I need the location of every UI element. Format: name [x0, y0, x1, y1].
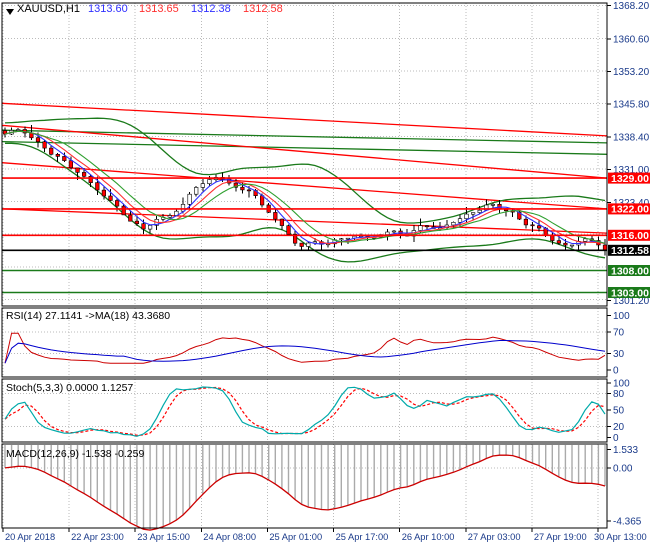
svg-text:Stoch(5,3,3) 0.0000 1.1257: Stoch(5,3,3) 0.0000 1.1257 [6, 382, 133, 394]
svg-text:27 Apr 03:00: 27 Apr 03:00 [468, 532, 521, 542]
svg-text:1313.65: 1313.65 [139, 3, 179, 15]
svg-text:24 Apr 08:00: 24 Apr 08:00 [203, 532, 256, 542]
svg-text:26 Apr 10:00: 26 Apr 10:00 [402, 532, 455, 542]
svg-text:MACD(12,26,9) -1.538 -0.259: MACD(12,26,9) -1.538 -0.259 [6, 448, 144, 460]
svg-text:1308.00: 1308.00 [611, 265, 649, 277]
svg-text:1316.00: 1316.00 [611, 230, 649, 242]
svg-text:50: 50 [613, 406, 625, 417]
svg-text:1312.38: 1312.38 [191, 3, 231, 15]
svg-text:0: 0 [613, 433, 619, 444]
svg-text:1.533: 1.533 [613, 445, 638, 456]
svg-text:1353.20: 1353.20 [613, 67, 650, 78]
svg-text:30 Apr 13:00: 30 Apr 13:00 [594, 532, 647, 542]
svg-text:0.00: 0.00 [613, 463, 633, 474]
svg-text:27 Apr 19:00: 27 Apr 19:00 [534, 532, 587, 542]
svg-text:22 Apr 23:00: 22 Apr 23:00 [71, 532, 124, 542]
svg-text:80: 80 [613, 389, 625, 400]
svg-text:70: 70 [613, 327, 625, 338]
svg-text:1368.20: 1368.20 [613, 1, 650, 12]
svg-text:23 Apr 15:00: 23 Apr 15:00 [137, 532, 190, 542]
svg-text:1338.40: 1338.40 [613, 132, 650, 143]
svg-text:1360.60: 1360.60 [613, 35, 650, 46]
svg-text:100: 100 [613, 311, 630, 322]
svg-text:100: 100 [613, 378, 630, 389]
svg-text:1329.00: 1329.00 [611, 173, 649, 185]
svg-text:25 Apr 17:00: 25 Apr 17:00 [336, 532, 389, 542]
svg-text:RSI(14) 27.1141 ->MA(18) 43.3: RSI(14) 27.1141 ->MA(18) 43.3680 [6, 310, 170, 322]
svg-text:1312.58: 1312.58 [243, 3, 283, 15]
svg-text:30: 30 [613, 349, 625, 360]
svg-text:1322.00: 1322.00 [611, 204, 649, 216]
svg-text:XAUUSD,H1: XAUUSD,H1 [17, 3, 80, 15]
svg-text:-4.365: -4.365 [613, 516, 642, 527]
svg-text:1345.80: 1345.80 [613, 100, 650, 111]
svg-text:1312.58: 1312.58 [611, 245, 649, 257]
svg-text:0: 0 [613, 366, 619, 377]
svg-text:20 Apr 2018: 20 Apr 2018 [5, 532, 55, 542]
svg-text:1313.60: 1313.60 [88, 3, 128, 15]
svg-text:25 Apr 01:00: 25 Apr 01:00 [269, 532, 322, 542]
svg-text:1303.00: 1303.00 [611, 287, 649, 299]
svg-text:20: 20 [613, 422, 625, 433]
